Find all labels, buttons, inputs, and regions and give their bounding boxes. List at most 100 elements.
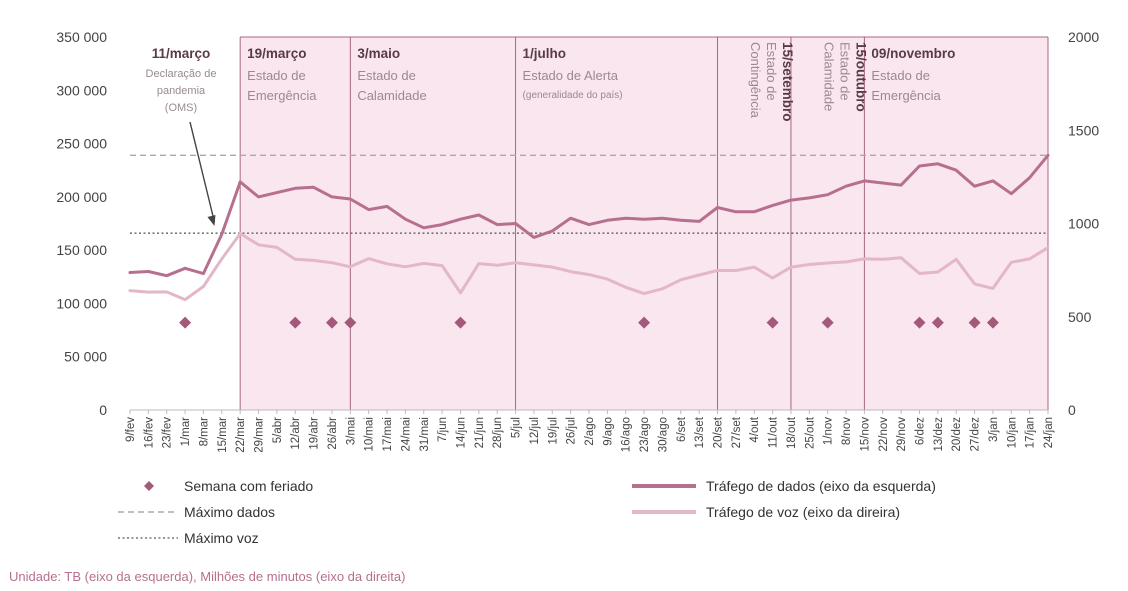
x-tick-label: 24/mai [400, 417, 412, 452]
y-right-tick-label: 0 [1068, 402, 1076, 418]
callout-arrow-head [207, 215, 216, 226]
x-tick-label: 26/abr [327, 417, 339, 450]
period-state-label: Calamidade [357, 88, 426, 103]
x-tick-label: 13/dez [933, 417, 945, 452]
holiday-marker [325, 316, 338, 329]
callout-text: Declaração de [146, 68, 217, 80]
period-state-label: Calamidade [821, 42, 836, 111]
holiday-marker [179, 316, 192, 329]
period-band-4 [790, 37, 865, 410]
period-band-5 [864, 37, 1048, 410]
period-state-label: Estado de [837, 42, 852, 101]
x-tick-label: 8/nov [841, 417, 853, 445]
voice-traffic-line [128, 232, 1050, 302]
period-annotations: 19/março Estado de Emergência 3/maio Estado … [247, 42, 955, 122]
legend-label: Tráfego de dados (eixo da esquerda) [706, 478, 936, 494]
holiday-marker [289, 316, 302, 329]
y-left-tick-label: 50 000 [64, 349, 107, 365]
x-tick-label: 1/mar [180, 417, 192, 447]
x-tick-label: 29/nov [896, 417, 908, 452]
period-state-label: Estado de Alerta [523, 68, 619, 83]
period-band-2 [515, 37, 718, 410]
callout-date: 11/março [152, 46, 211, 61]
holiday-marker [913, 316, 926, 329]
x-tick-label: 25/out [804, 416, 816, 449]
x-tick-label: 27/set [731, 416, 743, 448]
x-tick-label: 3/mai [345, 417, 357, 445]
period-state-label: Contingência [748, 42, 763, 119]
period-date-label: 3/maio [357, 46, 400, 61]
period-bands [239, 36, 1049, 410]
holiday-marker [931, 316, 944, 329]
callout-arrow-line [189, 121, 216, 223]
x-tick-label: 22/nov [878, 417, 890, 452]
period-state-label: Estado de [871, 68, 930, 83]
pandemic-callout: 11/março Declaração de pandemia (OMS) [146, 46, 217, 226]
x-tick-label: 16/fev [143, 417, 155, 449]
x-tick-label: 24/jan [1043, 417, 1055, 448]
x-tick-label: 17/jan [1025, 417, 1037, 448]
x-tick-label: 31/mai [419, 417, 431, 452]
y-right-tick-label: 2000 [1068, 29, 1099, 45]
period-state-label: Estado de [357, 68, 416, 83]
legend-label: Máximo voz [184, 530, 259, 546]
x-tick-label: 1/nov [823, 417, 835, 445]
x-tick-label: 15/nov [859, 417, 871, 452]
x-tick-label: 29/mar [254, 417, 266, 453]
period-band-1 [350, 37, 516, 410]
x-tick-label: 10/mai [364, 417, 376, 452]
data-traffic-line [128, 153, 1050, 278]
x-tick-label: 16/ago [621, 417, 633, 452]
callout-text: (OMS) [165, 102, 197, 114]
x-tick-label: 28/jun [492, 417, 504, 448]
y-right-tick-label: 1000 [1068, 216, 1099, 232]
x-tick-label: 6/dez [914, 417, 926, 445]
x-tick-label: 30/ago [657, 417, 669, 452]
y-left-tick-label: 250 000 [56, 136, 107, 152]
period-state-label: Estado de [764, 42, 779, 101]
reference-lines [130, 154, 1048, 234]
y-left-tick-label: 100 000 [56, 295, 107, 311]
x-tick-label: 18/out [786, 416, 798, 449]
x-tick-label: 17/mai [382, 417, 394, 452]
legend-label: Semana com feriado [184, 478, 313, 494]
holiday-markers [179, 316, 999, 329]
x-tick-label: 23/ago [639, 417, 651, 452]
series-lines [128, 153, 1050, 302]
x-tick-label: 5/jul [511, 417, 523, 438]
x-tick-label: 20/set [713, 416, 725, 448]
y-right-tick-label: 1500 [1068, 122, 1099, 138]
y-left-tick-label: 350 000 [56, 29, 107, 45]
x-tick-label: 26/jul [566, 417, 578, 445]
period-date-label: 15/setembro [780, 42, 795, 122]
holiday-marker [968, 316, 981, 329]
x-tick-label: 21/jun [474, 417, 486, 448]
x-tick-label: 8/mar [198, 417, 210, 447]
callout-text: pandemia [157, 85, 206, 97]
period-state-label: Emergência [247, 88, 317, 103]
period-note: (generalidade do país) [523, 90, 623, 101]
y-left-tick-label: 150 000 [56, 242, 107, 258]
y-right-tick-label: 500 [1068, 309, 1092, 325]
holiday-marker [986, 316, 999, 329]
x-tick-label: 13/set [694, 416, 706, 448]
period-date-label: 1/julho [523, 46, 567, 61]
y-left-tick-label: 300 000 [56, 82, 107, 98]
x-tick-label: 22/mar [235, 417, 247, 453]
x-tick-label: 10/jan [1006, 417, 1018, 448]
legend-holiday-marker [144, 481, 154, 491]
x-tick-label: 9/fev [125, 417, 137, 442]
x-tick-label: 2/ago [584, 417, 596, 446]
x-tick-label: 12/abr [290, 417, 302, 450]
x-tick-label: 4/out [749, 416, 761, 442]
x-tick-label: 20/dez [951, 417, 963, 452]
x-tick-label: 23/fev [162, 417, 174, 449]
period-band-0 [240, 37, 351, 410]
y-left-tick-label: 200 000 [56, 189, 107, 205]
legend-label: Máximo dados [184, 504, 275, 520]
legend: Semana com feriado Máximo dados Máximo voz… [118, 478, 936, 546]
period-state-label: Emergência [871, 88, 941, 103]
unit-note: Unidade: TB (eixo da esquerda), Milhões … [9, 569, 406, 584]
period-date-label: 09/novembro [871, 46, 955, 61]
